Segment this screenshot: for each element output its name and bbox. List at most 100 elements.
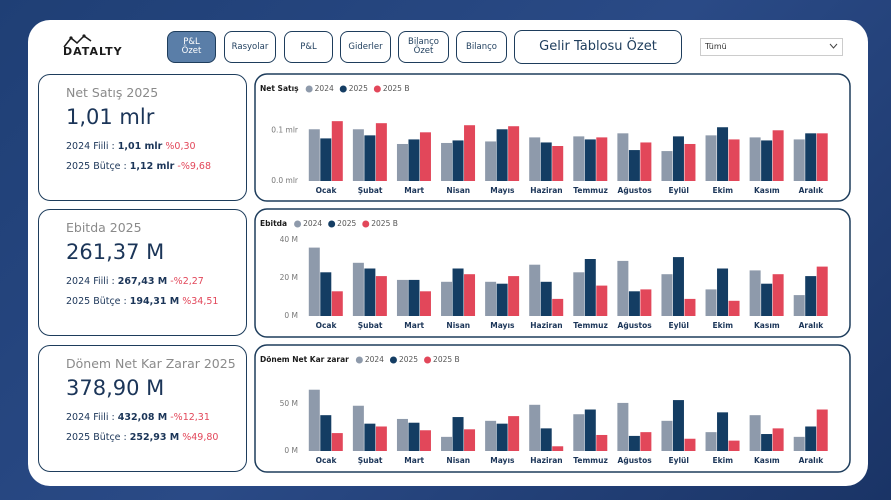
bar [573, 414, 585, 451]
x-tick-label: Ağustos [618, 186, 653, 195]
x-tick-label: Haziran [530, 456, 562, 465]
y-tick-label: 0.0 mlr [271, 176, 299, 185]
bar [772, 130, 784, 181]
bar [352, 262, 364, 316]
nav-button[interactable]: P&L Özet [167, 31, 216, 63]
bar [485, 141, 497, 181]
x-tick-label: Temmuz [573, 321, 608, 330]
bar [320, 415, 332, 451]
bar [749, 270, 761, 316]
bar [772, 274, 784, 316]
bar [552, 446, 564, 451]
bar [552, 146, 564, 181]
x-tick-label: Nisan [446, 456, 470, 465]
kpi-row-change: -%2,27 [170, 276, 204, 287]
legend-label: 2025 [399, 355, 418, 364]
bar [308, 129, 320, 181]
bar [508, 126, 520, 181]
legend-marker [339, 85, 347, 93]
bar [573, 136, 585, 181]
bar [640, 432, 652, 451]
bar [331, 291, 343, 316]
x-tick-label: Şubat [358, 186, 383, 195]
kpi-row: 2024 Fiili : 432,08 M -%12,31 [66, 412, 210, 423]
kpi-row-value: 432,08 M [117, 412, 168, 423]
bar [408, 279, 420, 316]
bar [728, 440, 740, 451]
bar [684, 143, 696, 181]
nav-button[interactable]: Giderler [340, 31, 391, 63]
x-tick-label: Haziran [530, 321, 562, 330]
nav-button[interactable]: P&L [284, 31, 333, 63]
bar [640, 289, 652, 316]
bar [793, 295, 805, 316]
bar [352, 405, 364, 451]
bar [540, 281, 552, 316]
bar [805, 276, 817, 316]
kpi-title: Ebitda 2025 [66, 220, 142, 235]
x-tick-label: Temmuz [573, 186, 608, 195]
bar [617, 133, 629, 181]
x-tick-label: Ocak [316, 456, 338, 465]
x-tick-label: Mart [404, 321, 424, 330]
bar [772, 428, 784, 451]
page-title: Gelir Tablosu Özet [514, 30, 682, 64]
bar [375, 123, 387, 181]
dropdown-arrow [829, 43, 838, 49]
nav-button[interactable]: Bilanço [456, 31, 507, 63]
kpi-row: 2025 Bütçe : 1,12 mlr -%9,68 [66, 161, 211, 172]
filter-value: Tümü [705, 42, 727, 51]
bar [661, 420, 673, 451]
bar [705, 135, 717, 181]
bar [308, 389, 320, 451]
kpi-row-label: 2024 Fiili : [66, 412, 115, 423]
y-tick-label: 40 M [280, 235, 298, 244]
bar [584, 139, 596, 181]
x-tick-label: Ekim [713, 321, 734, 330]
bar [375, 276, 387, 316]
bar [573, 272, 585, 316]
x-tick-label: Ağustos [618, 456, 653, 465]
bar [408, 139, 420, 181]
legend-marker [305, 85, 313, 93]
bar [452, 417, 464, 451]
bar [705, 432, 717, 451]
kpi-title: Dönem Net Kar Zarar 2025 [66, 356, 236, 371]
bar [452, 268, 464, 316]
kpi-row-change: %34,51 [182, 296, 219, 307]
x-tick-label: Mart [404, 186, 424, 195]
bar [529, 404, 541, 451]
kpi-row-value: 267,43 M [117, 276, 168, 287]
legend-marker [424, 356, 432, 364]
bar [761, 283, 773, 316]
nav-button[interactable]: Rasyolar [224, 31, 276, 63]
bar [320, 138, 332, 181]
kpi-row: 2024 Fiili : 1,01 mlr %0,30 [66, 141, 196, 152]
filter-dropdown[interactable]: Tümü [700, 38, 843, 56]
bar [464, 429, 476, 451]
legend-label: 2024 [365, 355, 384, 364]
x-tick-label: Kasım [754, 186, 780, 195]
kpi-row-change: %0,30 [165, 141, 196, 152]
nav-button[interactable]: Bilanço Özet [398, 31, 449, 63]
kpi-value: 261,37 M [66, 240, 165, 264]
chart-title: Ebitda [260, 219, 287, 228]
bar [352, 129, 364, 181]
bar [640, 142, 652, 181]
legend-label: 2025 B [371, 219, 398, 228]
bar [485, 420, 497, 451]
x-tick-label: Eylül [668, 321, 689, 330]
bar [364, 423, 376, 451]
bar [749, 137, 761, 181]
x-tick-label: Nisan [446, 186, 470, 195]
bar [364, 268, 376, 316]
bar [540, 428, 552, 451]
legend-marker [328, 220, 336, 228]
bar [584, 259, 596, 316]
bar [308, 247, 320, 316]
bar [452, 140, 464, 181]
y-tick-label: 20 M [280, 273, 298, 282]
chart-card [254, 344, 851, 473]
x-tick-label: Mart [404, 456, 424, 465]
kpi-row-change: %49,80 [182, 432, 219, 443]
